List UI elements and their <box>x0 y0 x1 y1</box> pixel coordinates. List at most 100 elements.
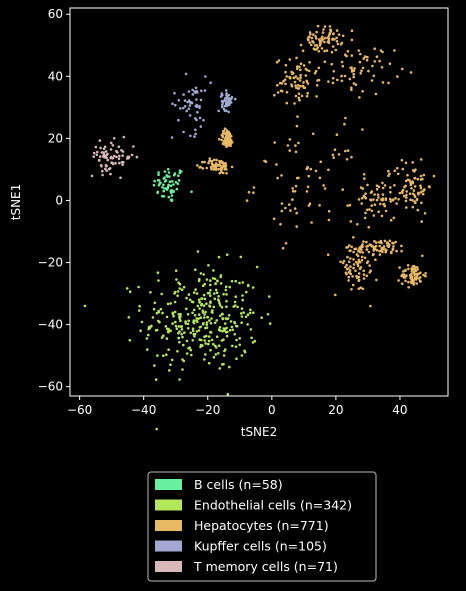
data-point-series-2 <box>212 165 216 168</box>
data-point-series-1 <box>203 316 206 319</box>
data-point-series-2 <box>342 259 346 263</box>
data-point-series-1 <box>229 320 233 323</box>
data-point-series-2 <box>284 82 287 86</box>
data-point-series-2 <box>360 202 364 205</box>
data-point-series-2 <box>377 185 381 189</box>
data-point-series-4 <box>104 167 107 171</box>
data-point-series-4 <box>135 155 139 159</box>
data-point-series-0 <box>169 184 173 188</box>
data-point-series-2 <box>386 244 390 248</box>
data-point-series-2 <box>381 193 385 196</box>
data-point-series-2 <box>306 37 310 40</box>
data-point-series-1 <box>220 312 224 316</box>
data-point-series-2 <box>409 181 412 184</box>
data-point-series-0 <box>176 182 180 185</box>
data-point-series-2 <box>335 29 339 32</box>
data-point-series-1 <box>204 342 207 345</box>
data-point-series-1 <box>147 333 150 337</box>
data-point-series-3 <box>203 89 207 92</box>
data-point-series-2 <box>341 34 345 38</box>
data-point-series-2 <box>384 209 388 213</box>
data-point-series-1 <box>225 299 228 303</box>
data-point-series-2 <box>208 157 212 160</box>
data-point-series-1 <box>173 290 177 294</box>
data-point-series-2 <box>419 184 422 187</box>
data-point-series-2 <box>308 35 311 39</box>
data-point-series-1 <box>221 329 224 333</box>
data-point-series-2 <box>328 25 332 28</box>
data-point-series-2 <box>350 54 354 57</box>
data-point-series-0 <box>173 172 177 175</box>
data-point-series-1 <box>155 427 158 431</box>
data-point-series-2 <box>318 41 322 45</box>
data-point-series-4 <box>110 141 113 145</box>
data-point-series-1 <box>226 392 230 396</box>
data-point-series-2 <box>357 249 360 252</box>
data-point-series-2 <box>285 75 289 78</box>
data-point-series-2 <box>369 198 372 201</box>
data-point-series-1 <box>157 319 160 323</box>
data-point-series-4 <box>111 144 115 147</box>
data-point-series-2 <box>355 274 358 278</box>
data-point-series-1 <box>220 306 224 309</box>
data-point-series-1 <box>139 329 142 333</box>
data-point-series-2 <box>400 158 404 162</box>
data-point-series-1 <box>217 255 221 259</box>
x-axis-ticks: −60 −40 −20 0 20 40 <box>67 396 408 417</box>
data-point-series-2 <box>358 267 362 271</box>
data-point-series-2 <box>299 68 302 72</box>
data-point-series-2 <box>298 98 301 102</box>
data-point-series-1 <box>224 322 227 325</box>
data-point-series-1 <box>236 305 239 309</box>
data-point-series-1 <box>246 284 250 288</box>
data-point-series-2 <box>352 82 356 85</box>
data-point-series-2 <box>281 246 285 250</box>
data-point-series-4 <box>112 137 116 140</box>
data-point-series-1 <box>155 328 159 332</box>
data-point-series-2 <box>309 33 312 36</box>
data-point-series-1 <box>230 325 234 329</box>
data-point-series-2 <box>344 149 347 153</box>
data-point-series-2 <box>350 88 353 92</box>
data-point-series-2 <box>308 61 311 64</box>
data-point-series-2 <box>363 216 367 220</box>
data-point-series-2 <box>225 133 229 137</box>
data-point-series-1 <box>188 346 191 350</box>
data-point-series-2 <box>368 243 372 246</box>
data-point-series-2 <box>361 287 365 291</box>
data-point-series-3 <box>228 99 231 103</box>
data-point-series-2 <box>422 273 425 277</box>
data-point-series-0 <box>171 180 174 183</box>
data-point-series-2 <box>347 267 350 270</box>
data-point-series-1 <box>222 327 226 330</box>
data-point-series-2 <box>373 239 376 243</box>
data-point-series-2 <box>359 186 363 189</box>
data-point-series-1 <box>211 309 214 312</box>
data-point-series-2 <box>356 223 359 226</box>
data-point-series-2 <box>226 131 229 134</box>
y-tick-label: −60 <box>38 380 63 394</box>
data-point-series-2 <box>313 48 317 51</box>
data-point-series-2 <box>343 122 346 126</box>
data-point-series-1 <box>200 302 204 306</box>
data-point-series-2 <box>278 81 282 85</box>
data-point-series-2 <box>413 170 416 173</box>
data-point-series-1 <box>193 314 197 317</box>
data-point-series-2 <box>401 67 404 71</box>
data-point-series-2 <box>280 174 283 177</box>
data-point-series-2 <box>358 261 362 264</box>
data-point-series-2 <box>218 160 222 164</box>
data-point-series-2 <box>296 115 299 118</box>
data-point-series-2 <box>398 191 402 195</box>
data-point-series-1 <box>190 300 194 304</box>
data-point-series-2 <box>358 250 362 254</box>
data-point-series-1 <box>181 358 184 361</box>
data-point-series-2 <box>412 189 416 192</box>
data-point-series-1 <box>225 334 229 338</box>
data-point-series-1 <box>199 272 203 275</box>
data-point-series-2 <box>201 167 205 170</box>
data-point-series-3 <box>184 72 188 76</box>
legend-swatch <box>155 520 182 531</box>
data-point-series-2 <box>414 269 418 273</box>
data-point-series-3 <box>188 104 192 107</box>
